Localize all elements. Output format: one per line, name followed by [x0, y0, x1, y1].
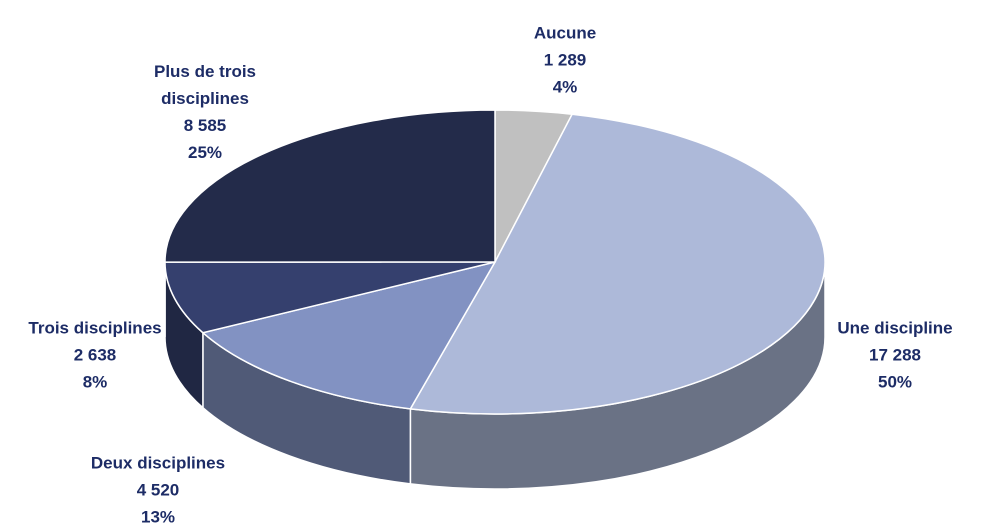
- slice-label: Trois disciplines 2 638 8%: [5, 315, 185, 396]
- value-label: 8 585: [183, 116, 227, 135]
- value-label: 17 288: [869, 345, 921, 365]
- value-label: 1 289: [543, 50, 587, 70]
- category-label: Trois disciplines: [28, 318, 162, 338]
- category-label: Deux disciplines: [90, 453, 226, 473]
- percent-label: 8%: [82, 372, 108, 392]
- slice: [201, 260, 497, 410]
- percent-label: 4%: [552, 77, 578, 97]
- percent-label: 13%: [140, 507, 176, 527]
- slice-label: Une discipline 17 288 50%: [815, 315, 975, 396]
- slice: [164, 261, 496, 334]
- category-label: Une discipline: [837, 318, 953, 338]
- value-label: 2 638: [73, 345, 117, 365]
- slice: [409, 113, 826, 415]
- category-label: Plus de trois disciplines: [153, 62, 257, 108]
- slice-label: Aucune 1 289 4%: [495, 20, 635, 101]
- slice-label: Deux disciplines 4 520 13%: [63, 450, 253, 531]
- value-label: 4 520: [136, 480, 180, 500]
- slice: [164, 109, 496, 263]
- category-label: Aucune: [533, 23, 597, 43]
- percent-label: 25%: [187, 143, 223, 162]
- percent-label: 50%: [877, 372, 913, 392]
- slice-label: Plus de trois disciplines 8 585 25%: [130, 58, 280, 166]
